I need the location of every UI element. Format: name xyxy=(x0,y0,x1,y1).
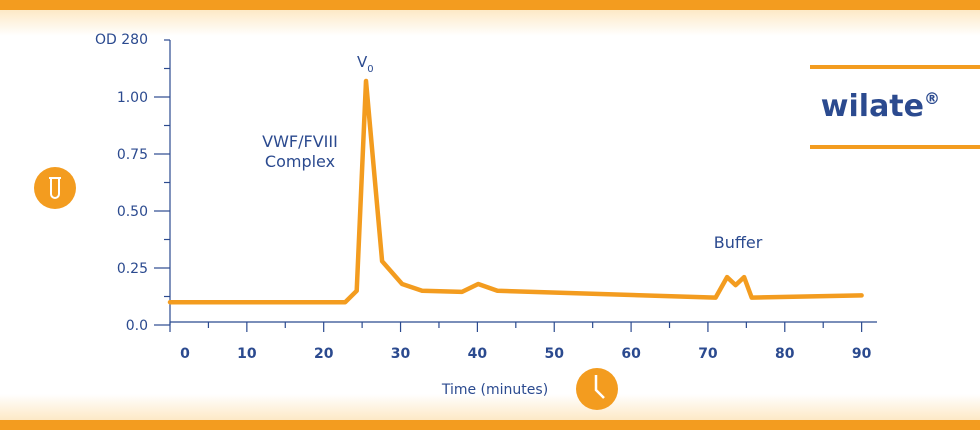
x-tick-label: 0 xyxy=(180,346,190,362)
clock-icon xyxy=(576,368,618,410)
x-tick-label: 60 xyxy=(621,346,641,362)
x-axis-label: Time (minutes) xyxy=(441,382,548,398)
top-fade xyxy=(0,10,980,36)
annotation: Complex xyxy=(265,152,335,171)
annotation: Buffer xyxy=(714,233,763,252)
y-tick-label: 0.50 xyxy=(117,204,148,220)
bottom-fade xyxy=(0,394,980,420)
annotation: V0 xyxy=(357,53,374,75)
data-line xyxy=(167,78,864,305)
brand: wilate® xyxy=(821,89,940,124)
tube-icon xyxy=(34,167,76,209)
x-tick-label: 40 xyxy=(468,346,488,362)
x-tick-label: 80 xyxy=(775,346,795,362)
x-tick-label: 20 xyxy=(314,346,334,362)
y-axis-label: OD 280 xyxy=(95,32,148,48)
y-tick-label: 0.0 xyxy=(126,318,148,334)
x-tick-label: 30 xyxy=(391,346,411,362)
top-band xyxy=(0,0,980,10)
x-tick-label: 50 xyxy=(544,346,564,362)
annotation: VWF/FVIII xyxy=(262,132,338,151)
x-tick-label: 90 xyxy=(852,346,872,362)
x-tick-label: 70 xyxy=(698,346,718,362)
y-tick-label: 1.00 xyxy=(117,90,148,106)
x-tick-label: 10 xyxy=(237,346,257,362)
y-tick-label: 0.25 xyxy=(117,261,148,277)
bottom-band xyxy=(0,420,980,430)
y-tick-label: 0.75 xyxy=(117,147,148,163)
